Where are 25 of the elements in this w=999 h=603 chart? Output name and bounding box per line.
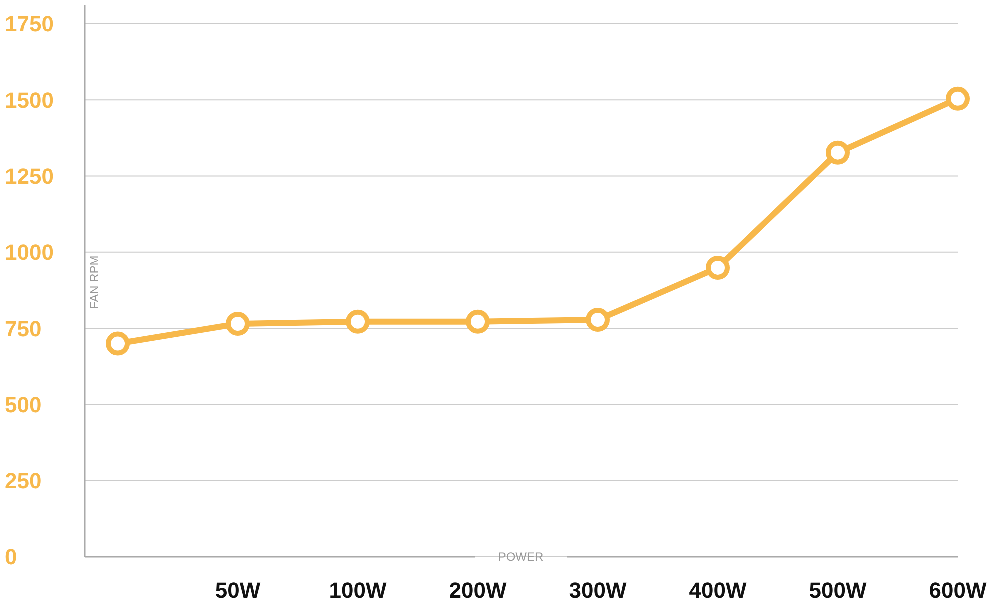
- y-tick-label: 750: [5, 316, 42, 342]
- x-tick-label: 200W: [449, 578, 507, 603]
- x-axis-title: POWER: [498, 550, 544, 564]
- x-tick-label: 600W: [929, 578, 987, 603]
- y-tick-label: 500: [5, 392, 42, 418]
- point: [586, 308, 610, 332]
- y-axis-title: FAN RPM: [88, 256, 102, 310]
- point: [106, 332, 130, 356]
- point: [346, 310, 370, 334]
- y-tick-label: 250: [5, 468, 42, 494]
- x-tick-label: 400W: [689, 578, 747, 603]
- y-tick-label: 1500: [5, 88, 54, 113]
- point: [946, 86, 970, 111]
- x-tick-label: 300W: [569, 578, 627, 603]
- y-tick-label: 1750: [5, 12, 54, 37]
- y-tick-label: 1250: [5, 164, 54, 189]
- point: [826, 140, 850, 165]
- point: [466, 310, 490, 334]
- y-tick-label: 1000: [5, 240, 54, 266]
- x-tick-label: 50W: [215, 578, 261, 603]
- y-tick-label: 0: [5, 544, 18, 570]
- x-tick-label: 500W: [809, 578, 867, 603]
- point: [706, 256, 730, 280]
- x-tick-label: 100W: [329, 578, 387, 603]
- point: [226, 312, 250, 336]
